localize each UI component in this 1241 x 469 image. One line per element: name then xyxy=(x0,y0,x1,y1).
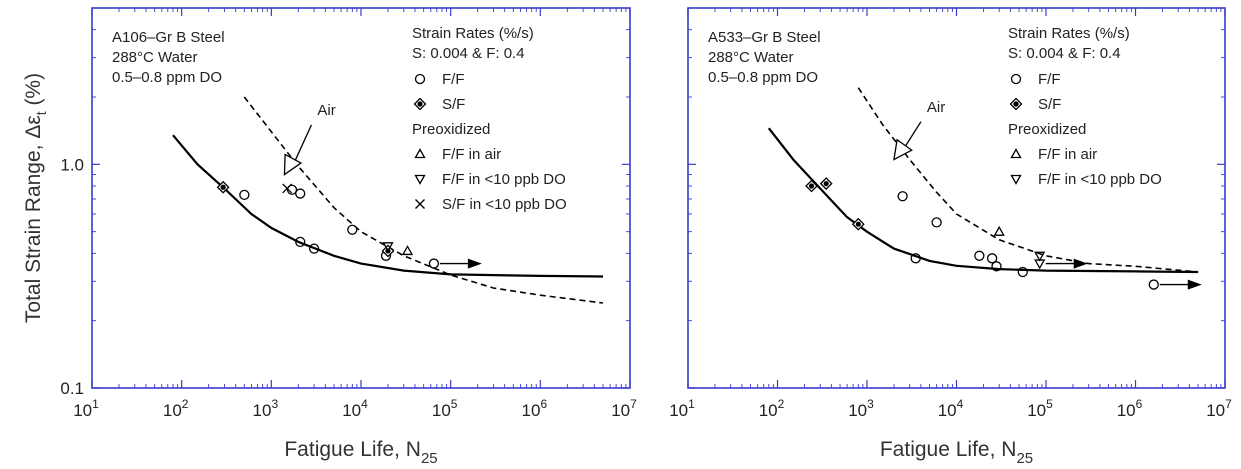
data-point-triangle-down xyxy=(382,242,394,253)
legend-subtitle: S: 0.004 & F: 0.4 xyxy=(412,45,525,62)
annotation-text: 288°C Water xyxy=(112,49,197,66)
x-axis-label: Fatigue Life, N25 xyxy=(284,438,437,467)
y-axis-label: Total Strain Range, Δεt (%) xyxy=(22,73,49,323)
air-label: Air xyxy=(927,99,945,116)
data-point-diamond xyxy=(216,180,230,194)
data-point-circle xyxy=(347,224,358,235)
data-point-diamond xyxy=(413,97,427,111)
legend-item-label: F/F xyxy=(1038,71,1061,88)
data-point-cross xyxy=(282,183,293,194)
runout-arrow-head xyxy=(1187,279,1202,290)
legend-item-label: S/F in <10 ppb DO xyxy=(442,196,567,213)
diamond-fill xyxy=(220,184,226,190)
chart-panel-1: 101 102 103 104 105 106 107 0.1 1.0 Fatigue Life,… xyxy=(22,7,637,467)
diamond-fill xyxy=(823,181,829,187)
legend-item-label: F/F in air xyxy=(442,146,501,163)
data-point-diamond xyxy=(851,217,865,231)
runout-arrow-head xyxy=(1073,258,1088,269)
chart-panel-2: 101 102 103 104 105 106 107 Fatigue Life, N25 A5… xyxy=(669,7,1232,467)
data-point-triangle-up xyxy=(993,225,1005,236)
diamond-fill xyxy=(1013,101,1019,107)
legend-subtitle: S: 0.004 & F: 0.4 xyxy=(1008,45,1121,62)
x-tick-label: 103 xyxy=(848,397,874,420)
y-tick-label: 0.1 xyxy=(60,379,84,398)
legend-item-label: F/F in air xyxy=(1038,146,1097,163)
data-point-circle xyxy=(1010,73,1022,85)
air-arrow-head xyxy=(893,138,913,161)
x-axis-label: Fatigue Life, N25 xyxy=(880,438,1033,467)
data-point-circle xyxy=(239,189,250,201)
legend-item-label: S/F xyxy=(1038,96,1061,113)
data-point-circle xyxy=(910,253,921,264)
data-point-triangle-up xyxy=(414,148,426,159)
diamond-fill xyxy=(417,101,423,107)
cross-stroke-b xyxy=(415,199,425,209)
data-point-diamond xyxy=(805,179,818,193)
air-label: Air xyxy=(317,102,335,119)
x-tick-label: 104 xyxy=(938,397,964,420)
data-point-diamond xyxy=(819,177,833,191)
annotation-text: 0.5–0.8 ppm DO xyxy=(112,69,222,86)
data-point-circle xyxy=(414,73,426,85)
runout-arrow-head xyxy=(467,258,482,269)
data-point-triangle-down xyxy=(414,174,426,185)
diamond-fill xyxy=(808,183,815,189)
cross-stroke-b xyxy=(282,183,293,194)
data-point-triangle-down xyxy=(1034,259,1046,270)
data-point-circle xyxy=(986,253,998,264)
data-point-circle xyxy=(897,191,908,202)
legend-item-label: F/F in <10 ppb DO xyxy=(442,171,566,188)
x-tick-label: 102 xyxy=(163,397,189,420)
data-point-circle xyxy=(931,217,942,228)
data-point-circle xyxy=(991,261,1002,272)
data-point-circle xyxy=(308,243,320,254)
data-point-diamond xyxy=(1009,97,1023,111)
x-tick-label: 102 xyxy=(759,397,785,420)
legend-item-label: F/F in <10 ppb DO xyxy=(1038,171,1162,188)
legend-title: Strain Rates (%/s) xyxy=(1008,25,1130,42)
annotation-text: A106–Gr B Steel xyxy=(112,29,225,46)
x-tick-label: 101 xyxy=(669,397,695,420)
annotation-text: 0.5–0.8 ppm DO xyxy=(708,69,818,86)
annotation-text: 288°C Water xyxy=(708,49,793,66)
x-tick-label: 105 xyxy=(432,397,458,420)
data-point-circle xyxy=(974,250,985,261)
x-tick-label: 107 xyxy=(611,397,637,420)
data-point-triangle-down xyxy=(1034,251,1046,262)
data-point-triangle-down xyxy=(1010,174,1022,185)
air-arrow-head xyxy=(283,153,303,176)
y-tick-label: 1.0 xyxy=(60,155,84,174)
x-tick-label: 104 xyxy=(342,397,368,420)
data-point-circle xyxy=(295,188,306,199)
data-point-circle xyxy=(1148,279,1159,290)
x-tick-label: 101 xyxy=(73,397,99,420)
legend-title: Strain Rates (%/s) xyxy=(412,25,534,42)
data-point-cross xyxy=(415,199,425,209)
x-tick-label: 103 xyxy=(253,397,279,420)
legend-group-label: Preoxidized xyxy=(1008,121,1086,138)
air-curve xyxy=(243,96,604,304)
data-point-circle xyxy=(295,236,306,248)
data-point-triangle-up xyxy=(1010,148,1022,159)
data-point-circle xyxy=(428,258,440,269)
legend-group-label: Preoxidized xyxy=(412,121,490,138)
air-curve xyxy=(857,87,1199,273)
best-fit-curve xyxy=(767,127,1199,274)
x-tick-label: 106 xyxy=(1117,397,1143,420)
diamond-fill xyxy=(855,221,861,227)
x-tick-label: 107 xyxy=(1206,397,1232,420)
x-tick-label: 105 xyxy=(1027,397,1053,420)
legend-item-label: S/F xyxy=(442,96,465,113)
data-point-circle xyxy=(1017,266,1028,278)
annotation-text: A533–Gr B Steel xyxy=(708,29,821,46)
legend-item-label: F/F xyxy=(442,71,465,88)
x-tick-label: 106 xyxy=(522,397,548,420)
data-point-triangle-up xyxy=(401,245,414,256)
